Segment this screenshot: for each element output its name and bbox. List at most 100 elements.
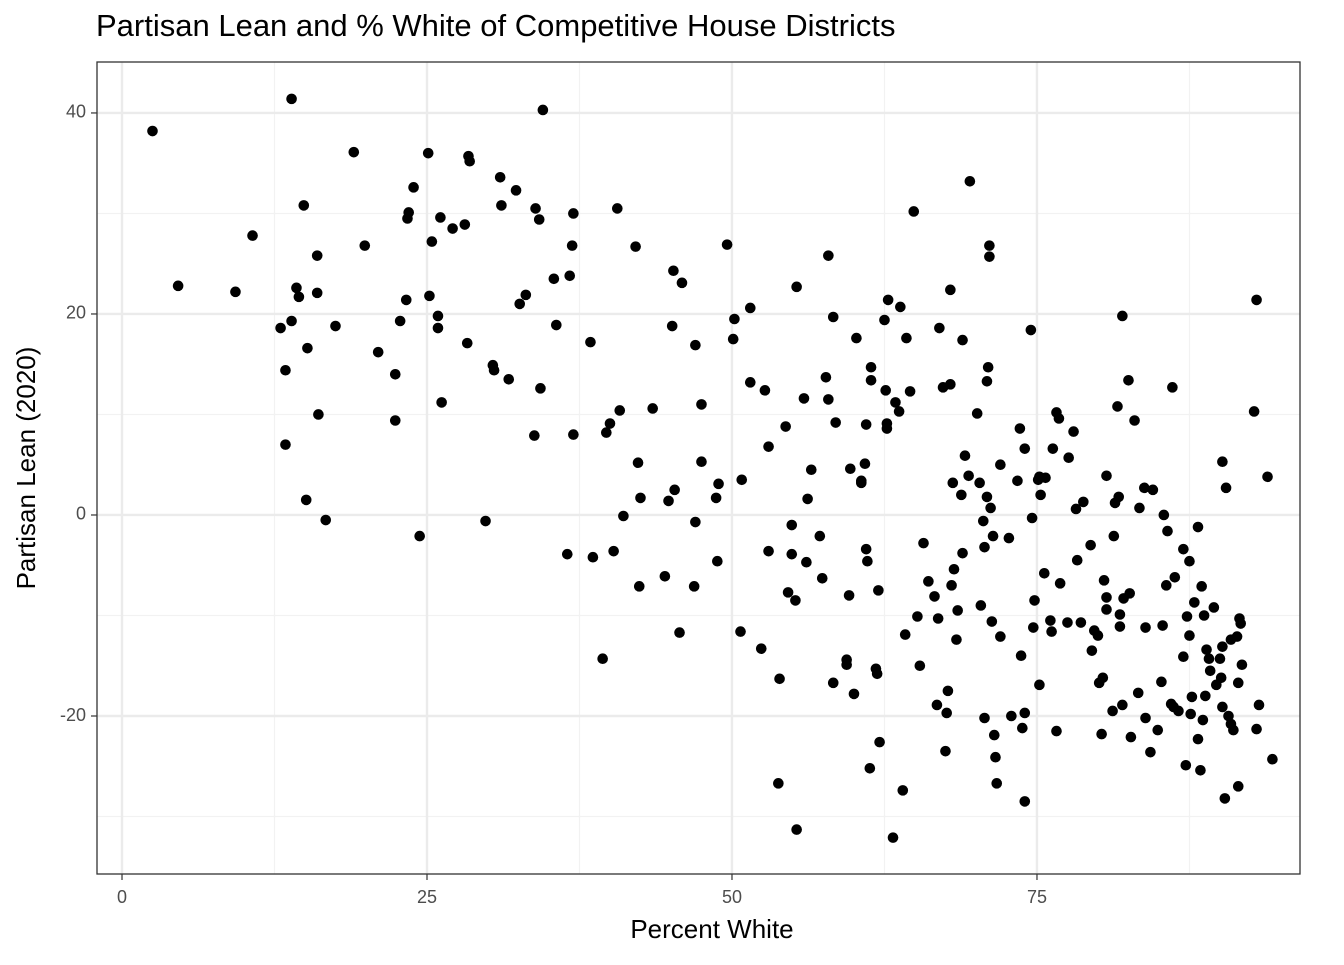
point bbox=[1117, 310, 1128, 322]
point bbox=[988, 729, 1000, 741]
point bbox=[952, 605, 963, 616]
point bbox=[690, 339, 701, 351]
point bbox=[1219, 793, 1231, 804]
point bbox=[773, 778, 784, 789]
point bbox=[1220, 482, 1232, 494]
point bbox=[488, 364, 500, 376]
point bbox=[979, 541, 990, 553]
point bbox=[1124, 588, 1135, 599]
point bbox=[587, 551, 599, 563]
point bbox=[1180, 759, 1192, 771]
point bbox=[1071, 554, 1083, 566]
point bbox=[389, 415, 401, 426]
point bbox=[533, 214, 545, 225]
point bbox=[1068, 426, 1079, 437]
point bbox=[774, 673, 785, 685]
point bbox=[975, 600, 987, 611]
point bbox=[914, 660, 926, 672]
point bbox=[435, 212, 446, 223]
point bbox=[744, 302, 756, 314]
point bbox=[1262, 471, 1273, 483]
point bbox=[897, 785, 909, 796]
point bbox=[820, 371, 832, 383]
point bbox=[931, 699, 943, 711]
point bbox=[535, 383, 546, 394]
point bbox=[464, 155, 475, 167]
point bbox=[359, 240, 371, 251]
point bbox=[845, 463, 856, 475]
plot-panel bbox=[97, 62, 1300, 874]
point bbox=[1045, 615, 1056, 626]
point bbox=[1251, 723, 1262, 735]
point bbox=[311, 287, 323, 299]
point bbox=[1145, 746, 1156, 758]
point bbox=[1038, 567, 1050, 579]
point bbox=[1203, 653, 1215, 665]
point bbox=[755, 643, 767, 654]
point bbox=[302, 342, 313, 354]
point bbox=[389, 368, 401, 380]
point bbox=[1134, 502, 1145, 514]
point bbox=[1178, 651, 1189, 663]
point bbox=[827, 311, 839, 323]
point bbox=[971, 408, 983, 419]
point bbox=[947, 477, 959, 489]
point bbox=[1217, 456, 1228, 468]
point bbox=[1158, 509, 1170, 521]
point bbox=[887, 832, 899, 843]
point bbox=[816, 573, 828, 584]
point bbox=[1204, 665, 1216, 677]
point bbox=[908, 206, 920, 217]
point bbox=[403, 207, 414, 218]
point bbox=[520, 289, 532, 301]
point bbox=[1113, 491, 1125, 503]
point bbox=[604, 418, 616, 429]
point bbox=[663, 495, 674, 507]
point bbox=[1217, 641, 1228, 652]
point bbox=[1019, 707, 1031, 719]
point bbox=[873, 585, 884, 596]
point bbox=[1101, 592, 1112, 603]
point bbox=[1173, 705, 1184, 717]
point bbox=[293, 291, 305, 303]
point bbox=[986, 616, 998, 627]
point bbox=[1201, 644, 1212, 655]
point bbox=[791, 824, 802, 835]
y-tick-label: 20 bbox=[66, 303, 86, 323]
point bbox=[1114, 621, 1126, 632]
point bbox=[1012, 475, 1023, 487]
point bbox=[400, 294, 412, 306]
point bbox=[612, 203, 623, 214]
point bbox=[608, 545, 619, 557]
point bbox=[782, 587, 794, 598]
point bbox=[862, 555, 873, 567]
point bbox=[981, 376, 993, 387]
point bbox=[566, 240, 578, 251]
point bbox=[890, 397, 901, 408]
point bbox=[1235, 618, 1247, 629]
point bbox=[982, 361, 994, 373]
point bbox=[311, 250, 323, 261]
point bbox=[763, 545, 774, 557]
point bbox=[1184, 555, 1195, 567]
y-axis-label: Partisan Lean (2020) bbox=[11, 347, 41, 590]
point bbox=[1253, 699, 1265, 711]
point bbox=[1169, 572, 1181, 583]
point bbox=[1014, 423, 1026, 434]
point bbox=[1034, 679, 1045, 691]
point bbox=[790, 595, 801, 606]
point bbox=[893, 406, 905, 417]
point bbox=[1189, 597, 1200, 608]
point bbox=[688, 581, 700, 592]
point bbox=[601, 427, 612, 438]
point bbox=[408, 182, 419, 193]
point bbox=[280, 439, 291, 450]
point bbox=[480, 515, 491, 527]
point bbox=[1051, 725, 1062, 737]
point bbox=[1047, 443, 1059, 454]
point bbox=[1025, 324, 1037, 336]
point bbox=[957, 547, 968, 559]
point bbox=[1017, 722, 1028, 734]
point bbox=[300, 494, 312, 506]
point bbox=[786, 548, 798, 560]
